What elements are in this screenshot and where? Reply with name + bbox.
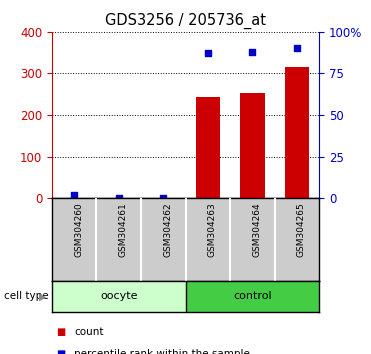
Point bbox=[205, 51, 211, 56]
Text: GSM304264: GSM304264 bbox=[252, 202, 261, 257]
Text: GSM304261: GSM304261 bbox=[119, 202, 128, 257]
Text: ■: ■ bbox=[56, 349, 65, 354]
Text: GSM304260: GSM304260 bbox=[74, 202, 83, 257]
Text: GSM304262: GSM304262 bbox=[163, 202, 172, 257]
Text: ▶: ▶ bbox=[39, 291, 46, 302]
Text: oocyte: oocyte bbox=[100, 291, 138, 302]
Bar bbox=[285, 67, 309, 198]
Text: count: count bbox=[74, 327, 104, 337]
Point bbox=[249, 49, 255, 55]
Text: GSM304263: GSM304263 bbox=[208, 202, 217, 257]
Bar bbox=[196, 97, 220, 198]
Point bbox=[116, 195, 122, 201]
Text: GDS3256 / 205736_at: GDS3256 / 205736_at bbox=[105, 12, 266, 29]
Bar bbox=[240, 93, 265, 198]
Text: control: control bbox=[233, 291, 272, 302]
Text: percentile rank within the sample: percentile rank within the sample bbox=[74, 349, 250, 354]
Text: cell type: cell type bbox=[4, 291, 48, 302]
Point bbox=[160, 195, 166, 201]
Text: ■: ■ bbox=[56, 327, 65, 337]
Bar bbox=[186, 281, 319, 312]
Bar bbox=[52, 281, 186, 312]
Text: GSM304265: GSM304265 bbox=[297, 202, 306, 257]
Point bbox=[71, 192, 77, 198]
Point bbox=[294, 46, 300, 51]
